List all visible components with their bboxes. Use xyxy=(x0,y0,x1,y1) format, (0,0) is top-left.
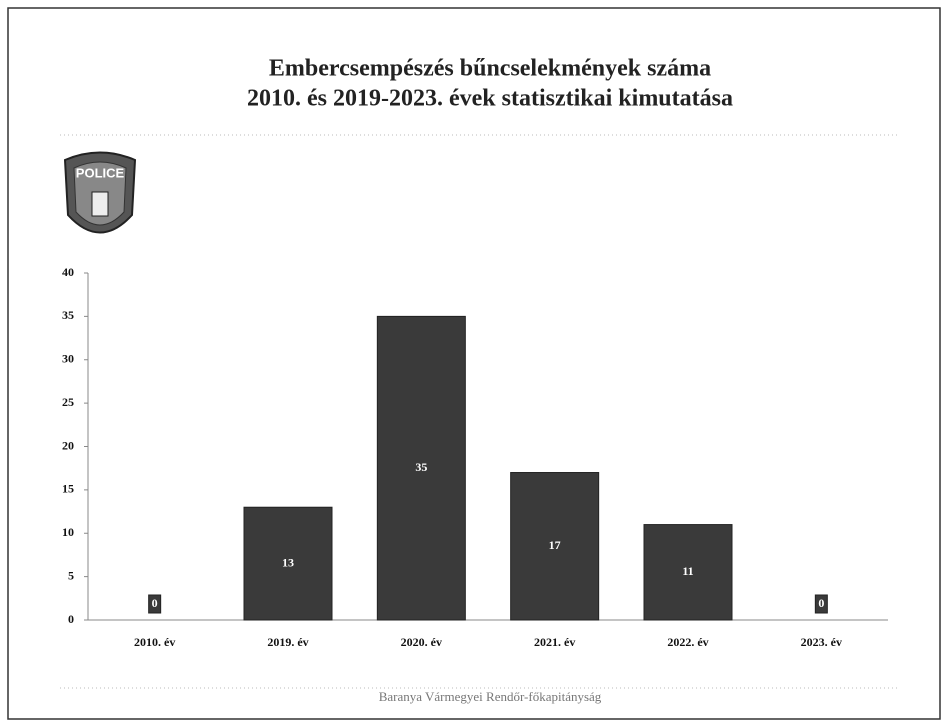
x-tick-label: 2022. év xyxy=(667,635,708,649)
y-tick-label: 0 xyxy=(68,612,74,626)
bar xyxy=(643,524,733,621)
label-box xyxy=(814,594,828,614)
y-tick-label: 10 xyxy=(62,525,74,539)
y-tick-label: 5 xyxy=(68,568,74,582)
y-tick-label: 30 xyxy=(62,352,74,366)
x-tick-label: 2019. év xyxy=(267,635,308,649)
badge-text: POLICE xyxy=(76,165,125,180)
x-tick-label: 2010. év xyxy=(134,635,175,649)
bar xyxy=(243,506,333,621)
label-box xyxy=(148,594,162,614)
value-label: 35 xyxy=(415,460,427,474)
footer: Baranya Vármegyei Rendőr-főkapitányság xyxy=(379,689,602,704)
slide-border xyxy=(7,7,941,720)
y-tick-label: 15 xyxy=(62,482,74,496)
y-tick-label: 20 xyxy=(62,438,74,452)
y-tick-label: 25 xyxy=(62,395,74,409)
x-tick-label: 2023. év xyxy=(801,635,842,649)
y-tick-label: 35 xyxy=(62,308,74,322)
chart-title: Embercsempészés bűncselekmények száma xyxy=(269,56,711,82)
bar xyxy=(376,315,466,621)
chart-subtitle: 2010. és 2019-2023. évek statisztikai ki… xyxy=(247,86,733,112)
value-label: 0 xyxy=(152,596,158,610)
x-tick-label: 2021. év xyxy=(534,635,575,649)
bar xyxy=(510,472,600,621)
police-badge: POLICE xyxy=(63,151,137,234)
y-tick-label: 40 xyxy=(62,265,74,279)
value-label: 11 xyxy=(682,564,693,578)
value-label: 0 xyxy=(818,596,824,610)
x-tick-label: 2020. év xyxy=(401,635,442,649)
value-label: 17 xyxy=(549,538,561,552)
value-label: 13 xyxy=(282,555,294,569)
